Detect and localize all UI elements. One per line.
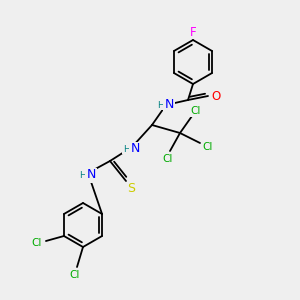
Text: H: H — [79, 170, 86, 179]
Text: S: S — [127, 182, 135, 196]
Text: Cl: Cl — [191, 106, 201, 116]
Text: Cl: Cl — [203, 142, 213, 152]
Text: H: H — [157, 100, 164, 109]
Text: N: N — [164, 98, 174, 112]
Text: N: N — [86, 169, 96, 182]
Text: O: O — [212, 89, 220, 103]
Text: F: F — [190, 26, 196, 38]
Text: Cl: Cl — [32, 238, 42, 248]
Text: Cl: Cl — [70, 270, 80, 280]
Text: N: N — [130, 142, 140, 155]
Text: H: H — [123, 145, 129, 154]
Text: Cl: Cl — [163, 154, 173, 164]
